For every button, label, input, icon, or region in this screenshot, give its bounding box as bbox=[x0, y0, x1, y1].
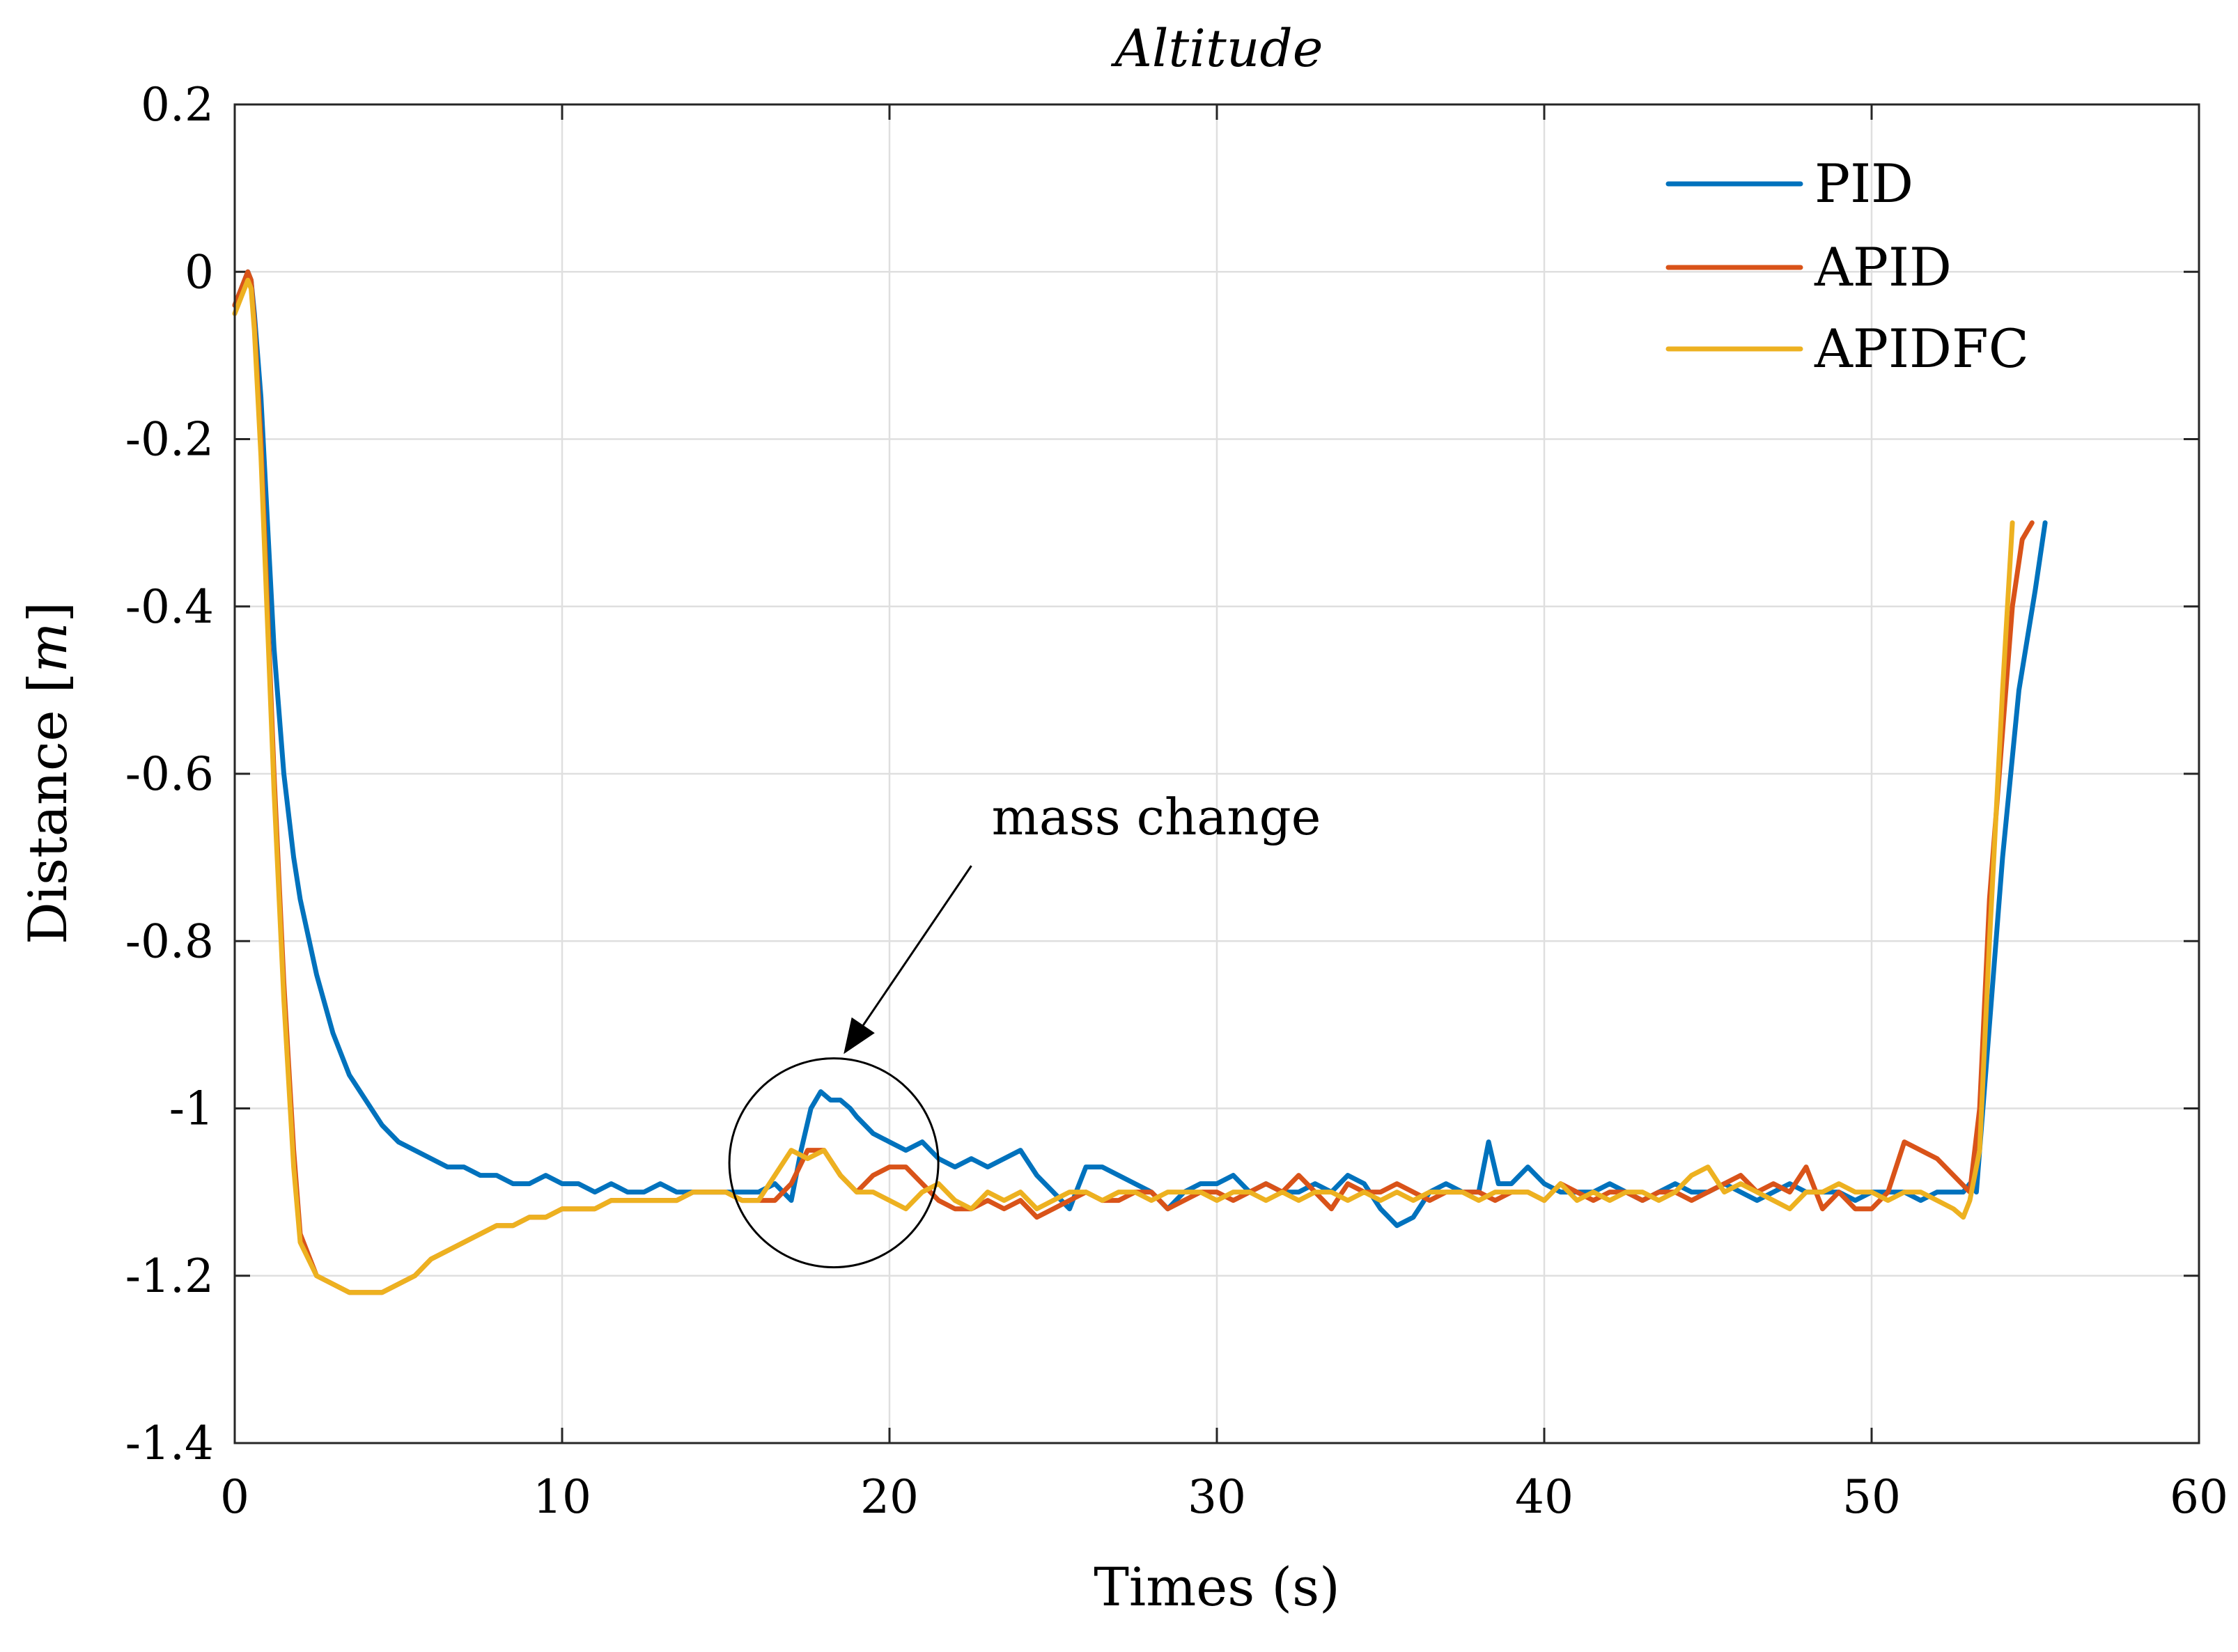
y-axis-label-unit: m bbox=[17, 623, 79, 673]
y-tick-label: -0.2 bbox=[125, 413, 214, 467]
x-tick-label: 10 bbox=[533, 1470, 591, 1524]
x-axis-label: Times (s) bbox=[1094, 1556, 1340, 1618]
grid-lines bbox=[235, 104, 2199, 1443]
y-tick-label: -1.2 bbox=[125, 1249, 214, 1303]
x-tick-label: 50 bbox=[1842, 1470, 1901, 1524]
y-tick-label: -0.4 bbox=[125, 580, 214, 634]
mass-change-arrow bbox=[862, 865, 972, 1026]
series-lines bbox=[232, 269, 2048, 1295]
y-tick-label: 0 bbox=[185, 245, 214, 299]
series-line-apidfc bbox=[232, 277, 2015, 1295]
chart-title: Altitude bbox=[1110, 19, 1323, 79]
mass-change-arrowhead bbox=[844, 1017, 875, 1054]
y-axis-label-close: ] bbox=[17, 602, 79, 623]
y-tick-label: -0.6 bbox=[125, 747, 214, 801]
y-axis-label: Distance [m] bbox=[17, 602, 79, 944]
x-tick-label: 60 bbox=[2170, 1470, 2228, 1524]
x-tick-label: 40 bbox=[1515, 1470, 1573, 1524]
series-line-apid bbox=[232, 269, 2035, 1295]
x-tick-label: 0 bbox=[220, 1470, 249, 1524]
x-tick-label: 30 bbox=[1188, 1470, 1246, 1524]
mass-change-annotation: mass change bbox=[728, 788, 1321, 1269]
x-tick-label: 20 bbox=[860, 1470, 919, 1524]
axis-ticks: 0 10 20 30 40 50 60 0.2 0 -0.2 -0.4 -0.6 -0.8 -1 -1.2 -… bbox=[125, 78, 2228, 1524]
y-tick-label: 0.2 bbox=[141, 78, 214, 132]
legend-label-apid: APID bbox=[1814, 236, 1952, 298]
plot-area-frame bbox=[233, 103, 2200, 1444]
mass-change-label: mass change bbox=[992, 788, 1321, 846]
legend-label-pid: PID bbox=[1815, 153, 1913, 215]
series-line-pid bbox=[232, 269, 2048, 1229]
y-tick-label: -1.4 bbox=[125, 1417, 214, 1470]
y-tick-label: -0.8 bbox=[125, 914, 214, 968]
y-tick-label: -1 bbox=[169, 1082, 214, 1136]
legend-label-apidfc: APIDFC bbox=[1814, 318, 2029, 380]
mass-change-circle bbox=[728, 1057, 940, 1269]
legend: PID APID APIDFC bbox=[1665, 153, 2029, 380]
y-axis-label-main: Distance [ bbox=[17, 673, 79, 944]
